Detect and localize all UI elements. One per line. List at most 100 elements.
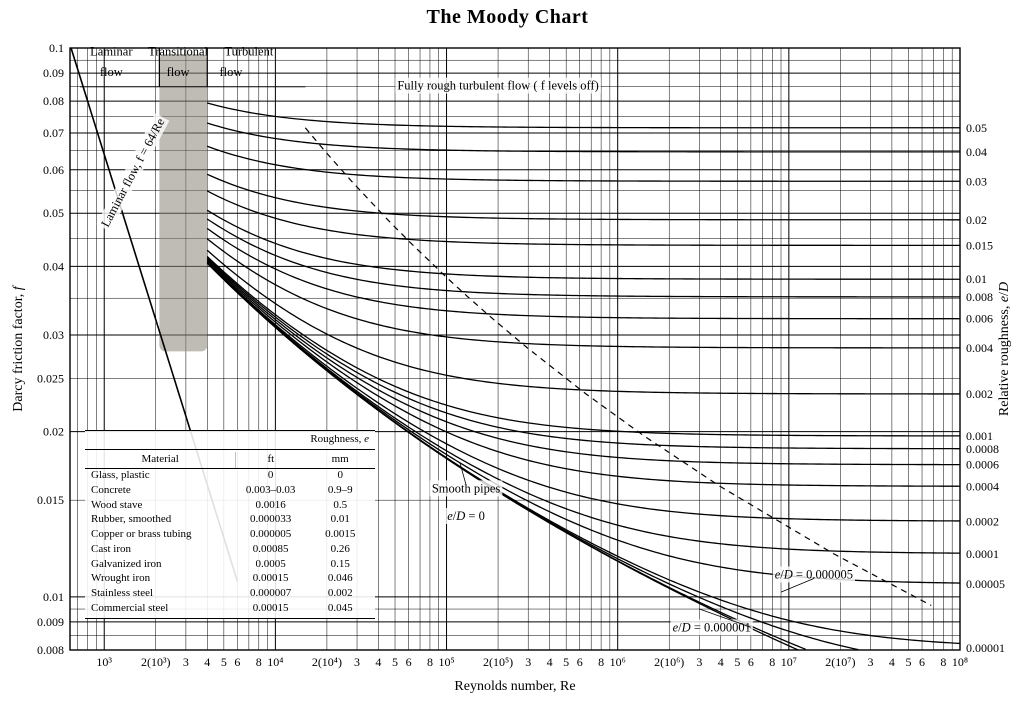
roughness-col-ft: ft [236,452,306,468]
roughness-table: Roughness, e Material ft mm Glass, plast… [85,430,375,619]
y-right-tick: 0.0004 [966,479,999,493]
roughness-curve [207,191,960,245]
y-left-tick: 0.01 [43,590,64,604]
roughness-row: Wood stave0.00160.5 [85,498,375,513]
y-left-tick: 0.08 [43,94,64,108]
x-tick: 10⁴ [267,655,283,669]
roughness-row: Commercial steel0.000150.045 [85,601,375,616]
roughness-col-material: Material [85,452,236,468]
region-header: flow [100,65,123,79]
x-tick: 2(10⁴) [312,655,342,669]
roughness-curve [207,219,960,297]
annotation: e/D = 0 [447,509,485,523]
x-tick: 10³ [96,655,112,669]
annotation: Fully rough turbulent flow ( f levels of… [397,79,598,93]
roughness-row: Stainless steel0.0000070.002 [85,587,375,602]
y-left-tick: 0.009 [37,615,64,629]
y-left-tick: 0.025 [37,371,64,385]
roughness-curve [207,103,960,128]
annotation: e/D = 0.000001 [673,620,751,634]
y-left-axis-label: Darcy friction factor, f [11,284,26,412]
y-right-tick: 0.0008 [966,442,999,456]
x-tick: 3 [696,655,702,669]
roughness-curve [207,239,960,348]
x-tick: 4 [718,655,724,669]
roughness-row: Cast iron0.000850.26 [85,542,375,557]
y-left-tick: 0.008 [37,643,64,657]
x-tick: 4 [889,655,895,669]
x-tick: 8 [769,655,775,669]
region-header: Turbulent [224,44,273,58]
y-right-tick: 0.05 [966,121,987,135]
x-tick: 10⁷ [781,655,797,669]
x-tick: 6 [577,655,583,669]
x-tick: 3 [525,655,531,669]
y-left-tick: 0.02 [43,425,64,439]
x-tick: 4 [375,655,381,669]
x-tick: 8 [256,655,262,669]
annotation: Smooth pipes [432,481,501,495]
fully-rough-boundary [305,128,931,606]
transitional-band [159,54,207,351]
x-tick: 8 [940,655,946,669]
y-right-tick: 0.002 [966,387,993,401]
roughness-row: Glass, plastic00 [85,468,375,483]
y-right-tick: 0.01 [966,272,987,286]
x-tick: 8 [427,655,433,669]
y-right-tick: 0.015 [966,238,993,252]
x-axis-label: Reynolds number, Re [454,679,575,694]
roughness-curve [207,250,960,394]
x-tick: 2(10⁵) [483,655,513,669]
y-right-tick: 0.04 [966,145,987,159]
y-left-tick: 0.03 [43,328,64,342]
x-tick: 5 [221,655,227,669]
region-header: Laminar [90,44,133,58]
roughness-row: Wrought iron0.000150.046 [85,572,375,587]
x-tick: 3 [868,655,874,669]
x-tick: 2(10³) [141,655,171,669]
region-header: flow [167,65,190,79]
x-tick: 10⁸ [952,655,968,669]
x-tick: 6 [919,655,925,669]
x-tick: 4 [547,655,553,669]
x-tick: 6 [234,655,240,669]
roughness-curve [207,228,960,318]
y-right-tick: 0.00001 [966,641,1005,655]
y-right-tick: 0.0006 [966,458,999,472]
roughness-table-body: Glass, plastic00Concrete0.003–0.030.9–9W… [85,468,375,616]
y-right-tick: 0.004 [966,341,993,355]
x-tick: 2(10⁶) [654,655,684,669]
x-tick: 5 [905,655,911,669]
y-left-tick: 0.09 [43,66,64,80]
roughness-row: Copper or brass tubing0.0000050.0015 [85,528,375,543]
y-right-tick: 0.008 [966,290,993,304]
y-left-tick: 0.04 [43,259,64,273]
roughness-table-super-header: Roughness, e [85,433,375,450]
region-header: flow [219,65,242,79]
y-left-tick: 0.06 [43,163,64,177]
x-tick: 6 [406,655,412,669]
x-tick: 2(10⁷) [825,655,855,669]
roughness-col-mm: mm [305,452,375,468]
x-tick: 5 [563,655,569,669]
y-right-tick: 0.00005 [966,577,1005,591]
y-left-tick: 0.1 [49,41,64,55]
y-right-tick: 0.0001 [966,547,999,561]
y-right-tick: 0.006 [966,312,993,326]
x-tick: 8 [598,655,604,669]
x-tick: 5 [392,655,398,669]
x-tick: 3 [183,655,189,669]
y-right-tick: 0.02 [966,213,987,227]
x-tick: 10⁵ [438,655,454,669]
y-left-tick: 0.05 [43,206,64,220]
x-tick: 3 [354,655,360,669]
y-right-tick: 0.0002 [966,514,999,528]
x-tick: 5 [734,655,740,669]
x-tick: 6 [748,655,754,669]
roughness-row: Concrete0.003–0.030.9–9 [85,483,375,498]
y-right-axis-label: Relative roughness, e/D [997,282,1012,416]
x-tick: 10⁶ [610,655,626,669]
roughness-row: Rubber, smoothed0.0000330.01 [85,513,375,528]
roughness-row: Galvanized iron0.00050.15 [85,557,375,572]
region-header: Transitional [148,44,208,58]
